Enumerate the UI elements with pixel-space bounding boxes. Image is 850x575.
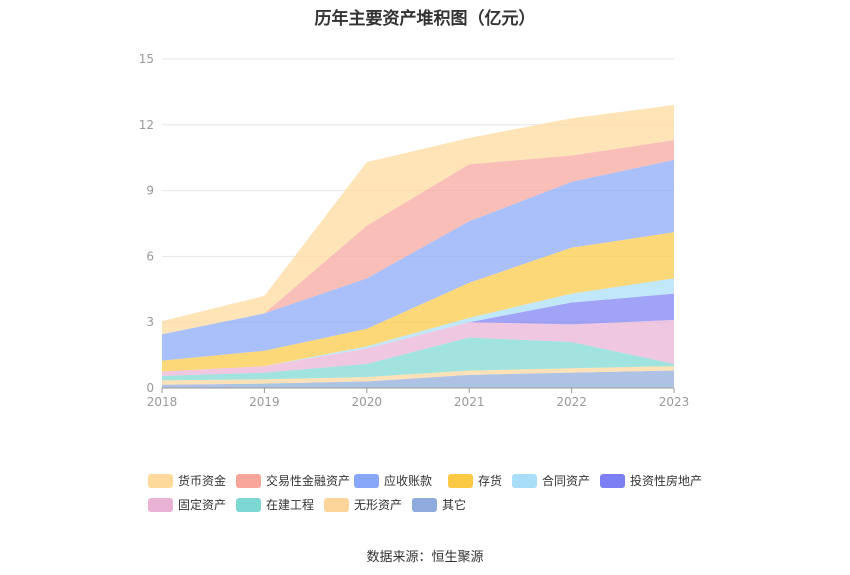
- legend-item[interactable]: 合同资产: [512, 472, 590, 489]
- legend-label: 其它: [442, 498, 467, 512]
- area-存货: [162, 232, 674, 372]
- area-交易性金融资产: [162, 140, 674, 335]
- area-合同资产: [162, 278, 674, 372]
- x-axis: 2018 2019 2020 2021 2022 2023: [147, 387, 690, 409]
- area-货币资金: [162, 105, 674, 335]
- legend-swatch: [236, 497, 261, 512]
- legend-label: 在建工程: [266, 498, 315, 512]
- y-tick-label: 9: [146, 184, 154, 198]
- legend-label: 固定资产: [178, 498, 227, 512]
- legend-swatch: [148, 473, 173, 488]
- legend-label: 应收账款: [384, 474, 433, 488]
- legend-swatch: [448, 473, 473, 488]
- y-tick-label: 6: [146, 249, 154, 263]
- y-tick-label: 3: [146, 315, 154, 329]
- legend-swatch: [148, 497, 173, 512]
- x-tick-label: 2019: [249, 395, 280, 409]
- y-tick-label: 0: [146, 381, 154, 395]
- legend-item[interactable]: 在建工程: [236, 496, 314, 513]
- x-tick-label: 2021: [454, 395, 485, 409]
- legend-swatch: [412, 497, 437, 512]
- legend-item[interactable]: 无形资产: [324, 496, 402, 513]
- stacked-area-chart: 0 3 6 9 12 15 2018 2019 2020 2021 2022 2023: [139, 52, 690, 409]
- legend-swatch: [324, 497, 349, 512]
- legend-item[interactable]: 投资性房地产: [600, 472, 702, 489]
- x-tick-label: 2022: [556, 395, 587, 409]
- y-axis-ticks: 0 3 6 9 12 15: [139, 52, 154, 395]
- area-固定资产: [162, 320, 674, 376]
- legend-item[interactable]: 交易性金融资产: [236, 472, 350, 489]
- legend-label: 货币资金: [178, 474, 227, 488]
- legend-item[interactable]: 货币资金: [148, 472, 226, 489]
- legend-item[interactable]: 应收账款: [354, 472, 432, 489]
- area-无形资产: [162, 366, 674, 385]
- area-在建工程: [162, 337, 674, 381]
- area-其它: [162, 370, 674, 388]
- chart-title: 历年主要资产堆积图（亿元）: [314, 9, 536, 29]
- legend-label: 无形资产: [354, 498, 403, 512]
- x-tick-label: 2020: [352, 395, 383, 409]
- legend-swatch: [512, 473, 537, 488]
- x-tick-label: 2018: [147, 395, 178, 409]
- legend-item[interactable]: 固定资产: [148, 496, 226, 513]
- area-应收账款: [162, 159, 674, 361]
- legend-label: 交易性金融资产: [266, 474, 351, 488]
- legend-item[interactable]: 存货: [448, 472, 502, 489]
- legend-label: 存货: [478, 474, 503, 488]
- legend-swatch: [600, 473, 625, 488]
- area-series: [162, 105, 674, 388]
- y-tick-label: 15: [139, 52, 154, 66]
- legend-item[interactable]: 其它: [412, 496, 466, 513]
- x-tick-label: 2023: [659, 395, 690, 409]
- legend-swatch: [354, 473, 379, 488]
- legend-swatch: [236, 473, 261, 488]
- legend-label: 投资性房地产: [630, 474, 703, 488]
- y-tick-label: 12: [139, 118, 154, 132]
- area-投资性房地产: [162, 293, 674, 372]
- data-source: 数据来源：恒生聚源: [366, 550, 484, 565]
- legend-label: 合同资产: [542, 474, 591, 488]
